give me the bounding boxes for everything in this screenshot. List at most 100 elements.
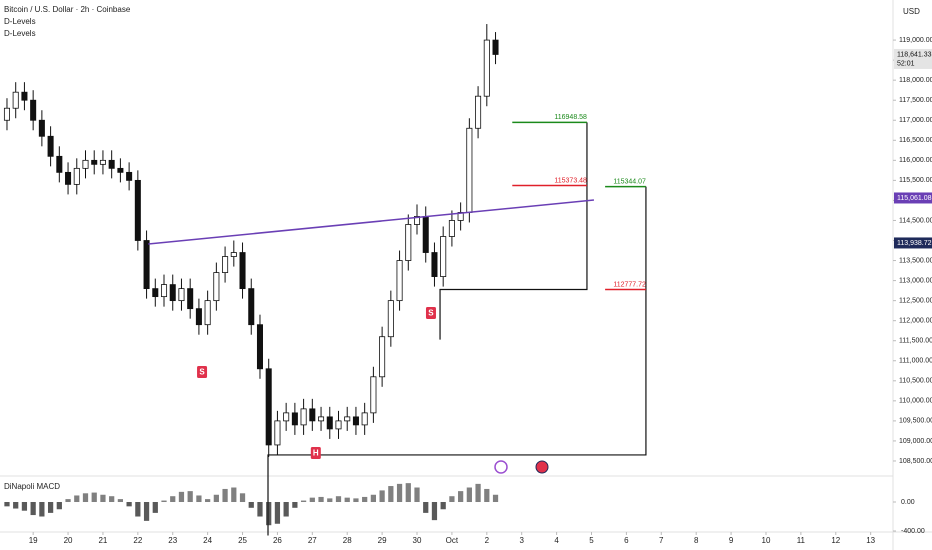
x-tick-label: 27 — [308, 536, 317, 545]
candle — [344, 406, 351, 431]
candle-body — [239, 252, 246, 290]
macd-bar — [466, 487, 472, 503]
x-tick-label: 20 — [64, 536, 73, 545]
macd-bar — [492, 494, 499, 503]
candle — [387, 290, 394, 347]
event-icon[interactable] — [494, 460, 508, 474]
candle-body — [126, 171, 133, 181]
x-tick-label: 10 — [762, 536, 771, 545]
y-tick-label: 118,000.00 — [899, 77, 932, 84]
candle — [379, 326, 386, 387]
candle — [309, 398, 316, 431]
candle-body — [82, 159, 89, 169]
candle-body — [213, 272, 220, 302]
candle — [230, 240, 237, 267]
candle-body — [309, 408, 316, 422]
candle — [396, 250, 403, 311]
candle-body — [291, 412, 298, 426]
candle — [117, 158, 124, 183]
macd-bar — [231, 487, 237, 503]
macd-bar — [4, 502, 10, 507]
candle-body — [387, 300, 394, 338]
candle-body — [38, 119, 45, 137]
candle — [466, 118, 473, 223]
candle-body — [248, 288, 255, 326]
candle — [405, 214, 412, 271]
candle — [475, 86, 482, 139]
macd-bar — [266, 502, 272, 526]
macd-bar — [292, 502, 298, 508]
candle-body — [475, 95, 482, 129]
candle — [300, 398, 307, 435]
price-badge-label: 115,061.08 — [897, 195, 932, 202]
macd-bar — [152, 502, 158, 513]
macd-bar — [309, 497, 315, 503]
candle — [56, 146, 63, 183]
macd-bar — [257, 502, 263, 517]
x-tick-label: 22 — [133, 536, 142, 545]
candle — [204, 290, 211, 335]
candle-body — [99, 159, 106, 165]
macd-bar — [388, 486, 394, 503]
level-label: 115373.48 — [554, 177, 587, 184]
macd-bar — [222, 488, 228, 503]
candle — [143, 230, 150, 299]
y-tick-label: 112,500.00 — [899, 297, 932, 304]
candle — [440, 226, 447, 287]
macd-tick-label: -400.00 — [901, 528, 925, 535]
x-tick-label: 4 — [554, 536, 559, 545]
candle — [169, 274, 176, 311]
candle-body — [73, 167, 80, 185]
x-tick-label: 3 — [519, 536, 524, 545]
candle — [160, 274, 168, 307]
candle-body — [160, 284, 168, 298]
macd-bar — [13, 502, 19, 509]
y-tick-label: 111,000.00 — [899, 358, 932, 365]
event-icon[interactable] — [535, 460, 549, 474]
macd-bar — [344, 497, 350, 503]
macd-bar — [475, 483, 481, 503]
candle — [239, 242, 246, 299]
candle-body — [413, 216, 421, 225]
candle — [492, 32, 499, 65]
macd-bar — [274, 502, 281, 524]
candle-body — [230, 252, 237, 257]
candle — [108, 150, 115, 179]
y-tick-label: 116,000.00 — [899, 157, 932, 164]
y-tick-label: 117,500.00 — [899, 97, 932, 104]
level-box — [267, 186, 647, 536]
y-tick-label: 114,500.00 — [899, 217, 932, 224]
macd-bar — [370, 494, 377, 503]
macd-bar — [318, 496, 324, 503]
macd-bar — [74, 495, 80, 503]
level-label: 115344.07 — [613, 178, 646, 185]
candle — [326, 406, 333, 439]
candle-body — [466, 127, 473, 213]
y-tick-label: 110,500.00 — [899, 378, 932, 385]
candle — [21, 82, 28, 111]
price-badge-label: 113,938.72 — [897, 240, 932, 247]
candle — [178, 278, 185, 311]
candle-body — [405, 224, 412, 261]
x-tick-label: 19 — [29, 536, 38, 545]
macd-bar — [30, 502, 36, 516]
macd-bar — [440, 502, 446, 510]
macd-bar — [39, 502, 45, 517]
x-tick-label: 23 — [168, 536, 177, 545]
x-tick-label: 21 — [98, 536, 107, 545]
candle-body — [21, 91, 28, 101]
candle — [222, 246, 229, 283]
price-badge — [894, 48, 932, 69]
macd-bar — [82, 493, 89, 503]
candle — [448, 210, 455, 247]
macd-bar — [414, 487, 420, 503]
candle — [134, 170, 141, 251]
candle-body — [12, 91, 19, 109]
candle-body — [108, 159, 115, 169]
candle-body — [379, 336, 386, 378]
candle-body — [274, 420, 281, 446]
x-tick-label: 30 — [413, 536, 422, 545]
y-tick-label: 112,000.00 — [899, 318, 932, 325]
macd-bar — [196, 495, 202, 503]
x-tick-label: 12 — [831, 536, 840, 545]
